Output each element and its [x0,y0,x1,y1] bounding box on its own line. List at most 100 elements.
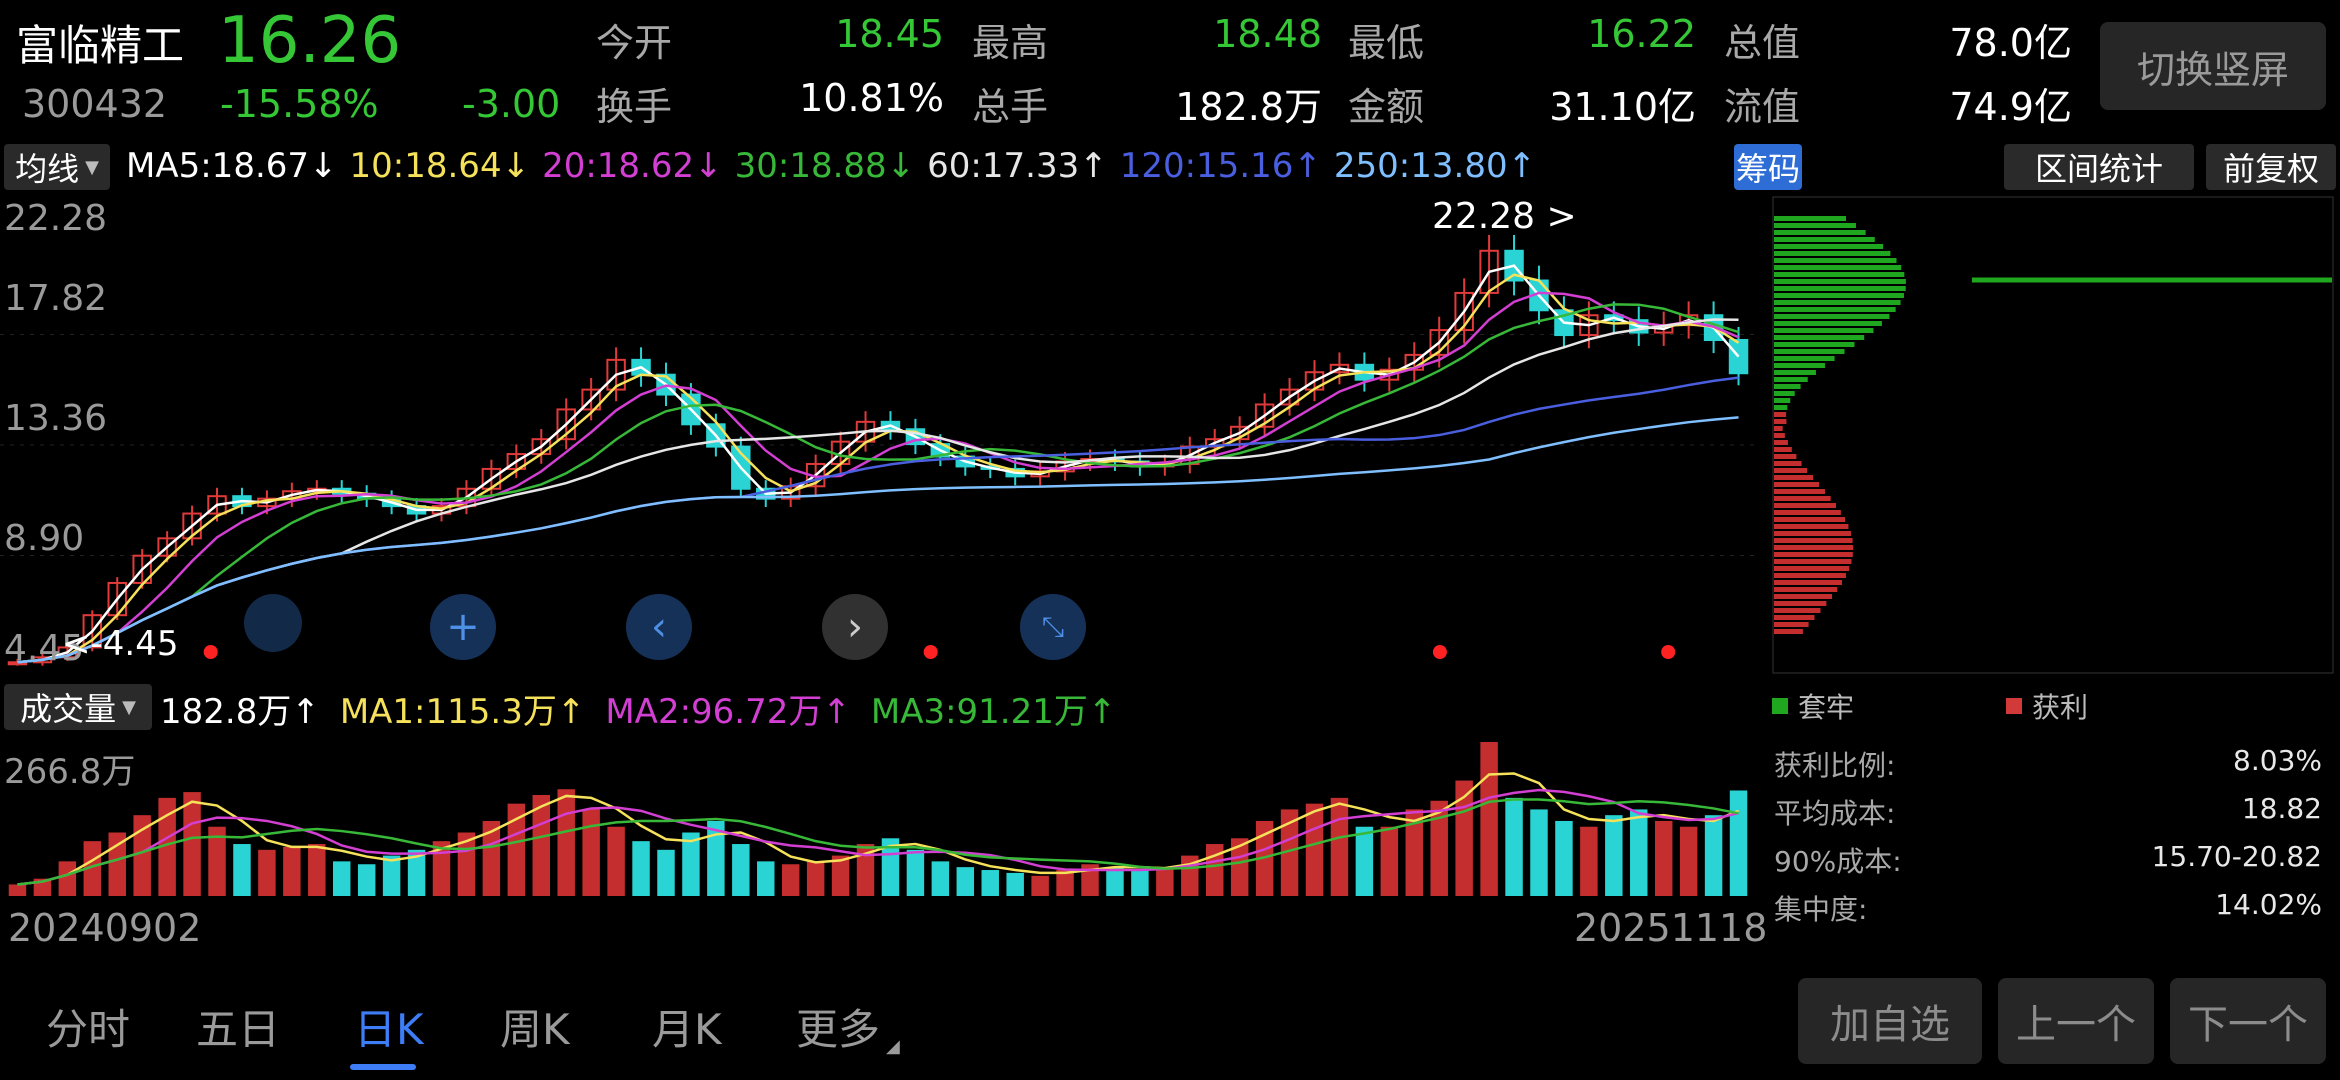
change-percent: -15.58% [220,82,379,126]
chip-bar [1774,314,1890,319]
tab-2[interactable]: 日K [354,1005,424,1054]
tab-4[interactable]: 月K [652,1005,722,1054]
volume-bar [532,794,551,896]
stock-name: 富临精工 [16,21,185,70]
legend-trapped: 套牢 [1772,686,1854,726]
chip-distribution-button[interactable]: 筹码 [1734,144,1802,190]
volume-bar [856,844,875,896]
ma-value: 30:18.88↓ [734,146,916,186]
next-stock-button[interactable]: 下一个 [2170,978,2326,1064]
volume-bar [1031,875,1049,896]
volume-bar [1230,838,1249,896]
volume-bar [1131,870,1149,896]
candle-body [1254,403,1275,428]
chip-bar [1774,433,1785,438]
volume-bar [1305,803,1324,896]
chip-bar [1774,573,1846,578]
chip-bar [1774,552,1853,557]
zoom-out-button[interactable] [244,594,302,652]
switch-portrait-button[interactable]: 切换竖屏 [2100,22,2326,110]
chip-bar [1774,629,1803,634]
tab-3[interactable]: 周K [500,1005,570,1054]
volume-bar [1081,864,1099,896]
candle-body [581,388,601,411]
volume-bar [507,803,526,896]
signal-dot[interactable] [1432,645,1447,659]
signal-dot[interactable] [203,645,218,659]
price-adjust-button[interactable]: 前复权 [2206,144,2336,190]
collapse-arrows-icon: ⤡ [1041,610,1065,643]
volume-bar [133,815,151,896]
stat-label: 流值 [1724,85,1801,129]
stat-label: 总手 [972,85,1049,129]
volume-bar [557,789,575,896]
chip-bar [1774,363,1825,368]
moving-average-line [17,291,1740,664]
volume-values: 182.8万↑ MA1:115.3万↑ MA2:96.72万↑ MA3:91.21万↑ [160,684,1116,733]
chip-stat-value: 14.02% [2215,888,2322,921]
add-watchlist-button[interactable]: 加自选 [1798,978,1982,1064]
chip-bar [1774,349,1845,354]
volume-bar [981,870,999,896]
scroll-right-button[interactable]: › [822,594,888,660]
moving-average-line [17,303,1739,664]
stat-value: 10.81% [799,76,944,120]
chip-bar [1774,405,1788,410]
volume-ma-value: MA1:115.3万↑ [339,692,586,732]
candle-body [207,495,227,515]
legend-swatch [1772,698,1788,714]
volume-bar [1156,867,1174,896]
volume-bar [632,841,650,896]
moving-average-line [17,264,1740,664]
kline-chart[interactable] [0,196,1756,674]
tab-1[interactable]: 五日 [196,1005,281,1054]
chip-bar [1774,580,1842,585]
stat-label: 最低 [1348,21,1425,65]
volume-chart[interactable] [0,736,1756,896]
stat-value: 182.8万 [1175,85,1322,129]
volume-bar [956,867,975,896]
volume-ma-line [17,772,1740,886]
plus-icon: + [446,604,480,650]
legend-profit: 获利 [2006,686,2088,726]
scroll-left-button[interactable]: ‹ [626,594,692,660]
candle-body [182,512,202,540]
chip-bar [1774,531,1851,536]
chip-bar [1774,223,1856,228]
chip-bar [1774,615,1815,620]
start-date: 20240902 [8,906,202,950]
chip-bar [1774,342,1855,347]
active-tab-indicator [350,1064,416,1070]
ma-value: 60:17.33↑ [927,146,1108,186]
candle-body [1329,363,1350,374]
ma-selector-label: 均线 [15,150,80,188]
volume-ma-value: MA2:96.72万↑ [605,692,851,732]
stat-value: 16.22 [1587,12,1696,56]
tab-0[interactable]: 分时 [46,1005,131,1054]
ma-value: MA5:18.67↓ [126,146,338,186]
chip-stat-label: 集中度: [1774,893,1868,926]
signal-dot[interactable] [923,645,938,659]
range-stats-button[interactable]: 区间统计 [2004,144,2194,190]
chip-distribution-chart [1772,196,2334,674]
candle-body [556,408,576,441]
volume-bar [1280,809,1299,896]
end-date: 20251118 [1574,906,1768,950]
volume-bar [1630,809,1648,896]
zoom-in-button[interactable]: + [430,594,496,660]
chip-stat-value: 15.70-20.82 [2151,840,2322,873]
ma-value: 120:15.16↑ [1119,146,1322,186]
volume-bar [1430,800,1448,896]
price-tick-label: 17.82 [4,278,108,319]
volume-selector[interactable]: 成交量 ▼ [4,684,152,730]
signal-dot[interactable] [1661,645,1676,659]
tab-5[interactable]: 更多 [796,1005,881,1054]
volume-bar [607,826,625,896]
chip-bar [1774,300,1901,305]
ma-selector[interactable]: 均线 ▼ [4,144,110,190]
chip-bar [1774,419,1787,424]
previous-stock-button[interactable]: 上一个 [1998,978,2154,1064]
fullscreen-collapse-button[interactable]: ⤡ [1020,594,1086,660]
chip-bar [1774,258,1897,263]
chip-bar [1774,412,1787,417]
